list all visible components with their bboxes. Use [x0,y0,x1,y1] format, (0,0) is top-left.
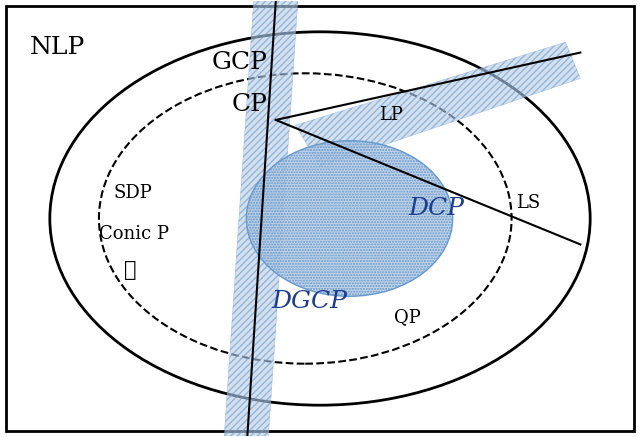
Text: LP: LP [379,106,403,124]
FancyBboxPatch shape [6,6,634,431]
Text: GCP: GCP [212,52,268,74]
Text: NLP: NLP [30,36,85,59]
Polygon shape [224,1,298,436]
Text: SDP: SDP [114,184,152,201]
Polygon shape [296,42,580,166]
Text: Conic P: Conic P [99,225,169,243]
Text: DCP: DCP [408,197,465,220]
Text: LS: LS [516,194,541,212]
Ellipse shape [246,141,452,296]
Text: ⋮: ⋮ [124,261,136,280]
Text: QP: QP [394,308,420,326]
Text: DGCP: DGCP [271,290,347,313]
Text: CP: CP [232,93,268,116]
